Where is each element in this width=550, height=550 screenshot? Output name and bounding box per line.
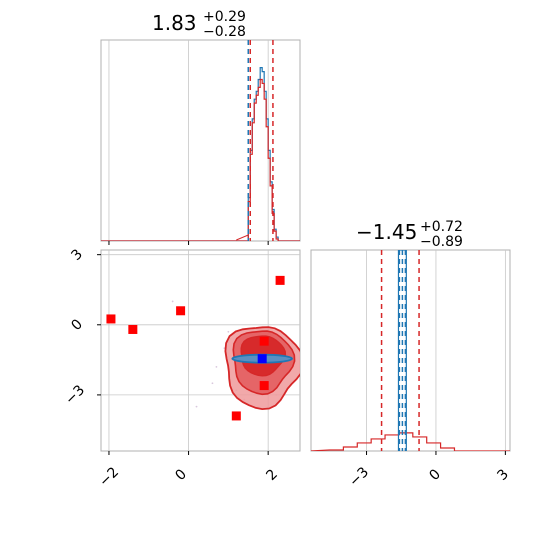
bl-marker-blue <box>257 354 267 364</box>
bl-sample-1 <box>211 382 214 385</box>
bl-marker-red-2 <box>176 306 186 316</box>
bl-xtick-2: 2 <box>263 466 281 484</box>
tl-hist-red <box>101 78 300 241</box>
br-hist-blue <box>397 250 407 451</box>
bottom-right-title: −1.45 +0.72 −0.89 <box>356 219 463 250</box>
bl-xtick-0: −2 <box>96 464 122 490</box>
br-hist-red <box>311 432 510 451</box>
bl-marker-red-4 <box>259 381 269 391</box>
top-left-panel <box>101 40 300 241</box>
bl-marker-red-6 <box>275 275 285 285</box>
bl-ytick-2: −3 <box>62 382 88 408</box>
bl-xtick-1: 0 <box>172 466 190 484</box>
br-xtick-1: 0 <box>426 466 444 484</box>
bl-ytick-1: 0 <box>68 316 86 334</box>
bl-sample-0 <box>227 330 230 333</box>
br-xtick-0: −3 <box>346 464 372 490</box>
bl-sample-11 <box>195 405 198 408</box>
tl-hist-blue <box>101 67 300 241</box>
bl-ytick-0: 3 <box>68 246 86 264</box>
top-left-title-minus: −0.28 <box>203 24 246 40</box>
br-xtick-2: 3 <box>494 466 512 484</box>
bl-marker-red-5 <box>259 336 269 346</box>
bl-marker-red-1 <box>128 324 138 334</box>
top-left-title-plus: +0.29 <box>203 9 246 25</box>
top-left-frame <box>100 39 301 242</box>
bottom-right-title-minus: −0.89 <box>420 234 463 250</box>
bottom-right-title-plus: +0.72 <box>420 219 463 235</box>
tl-hist-tail-left <box>236 234 249 241</box>
bl-sample-10 <box>171 300 174 303</box>
tick-marks <box>97 241 506 455</box>
bottom-left-panel <box>101 250 300 451</box>
bottom-right-title-value: −1.45 <box>356 220 417 244</box>
bl-marker-red-3 <box>231 411 241 421</box>
top-left-title: 1.83 +0.29 −0.28 <box>152 9 246 40</box>
bl-marker-red-0 <box>106 314 116 324</box>
bottom-right-panel <box>311 250 510 451</box>
bl-sample-8 <box>215 365 218 368</box>
top-left-title-value: 1.83 <box>152 11 197 35</box>
bottom-right-frame <box>310 249 511 452</box>
